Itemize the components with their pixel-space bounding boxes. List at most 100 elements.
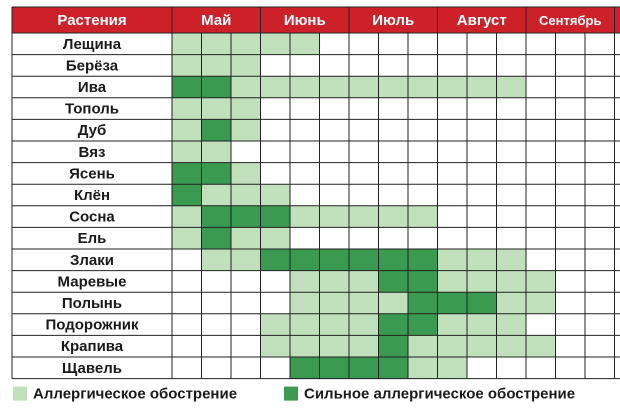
heatmap-cell [585, 54, 615, 77]
heatmap-cell [260, 249, 290, 271]
heatmap-cell [172, 313, 202, 336]
heatmap-cell [496, 270, 526, 293]
heatmap-cell [378, 313, 408, 336]
heatmap-cell [437, 270, 467, 293]
heatmap-cell [526, 97, 556, 120]
heatmap-cell [555, 227, 585, 249]
heatmap-cell [614, 119, 620, 141]
heatmap-cell [585, 313, 615, 336]
heatmap-cell [378, 292, 408, 314]
heatmap-cell [378, 357, 408, 379]
heatmap-cell [496, 205, 526, 228]
heatmap-cell [349, 249, 379, 271]
heatmap-cell [172, 357, 202, 379]
heatmap-cell [496, 97, 526, 120]
heatmap-cell [555, 335, 585, 357]
heatmap-cell [614, 270, 620, 293]
heatmap-cell [201, 141, 231, 163]
heatmap-cell [319, 313, 349, 336]
heatmap-cell [290, 54, 320, 77]
heatmap-cell [496, 184, 526, 206]
heatmap-cell [585, 76, 615, 98]
heatmap-cell [260, 270, 290, 293]
heatmap-cell [201, 249, 231, 271]
heatmap-cell [290, 76, 320, 98]
heatmap-cell [408, 249, 438, 271]
heatmap-cell [526, 33, 556, 55]
heatmap-cell [585, 357, 615, 379]
heatmap-cell [437, 227, 467, 249]
heatmap-cell [378, 141, 408, 163]
heatmap-cell [526, 292, 556, 314]
heatmap-cell [408, 162, 438, 185]
heatmap-cell [614, 227, 620, 249]
heatmap-cell [467, 292, 497, 314]
heatmap-cell [290, 249, 320, 271]
heatmap-cell [319, 76, 349, 98]
heatmap-cell [555, 357, 585, 379]
heatmap-cell [408, 184, 438, 206]
heatmap-cell [319, 162, 349, 185]
heatmap-cell [231, 249, 261, 271]
heatmap-cell [172, 270, 202, 293]
heatmap-cell [319, 97, 349, 120]
heatmap-cell [585, 184, 615, 206]
legend-swatch-allergic [13, 386, 27, 401]
heatmap-cell [437, 141, 467, 163]
plant-label: Злаки [70, 252, 114, 269]
plant-label: Ива [78, 79, 107, 96]
heatmap-cell [526, 76, 556, 98]
heatmap-cell [290, 33, 320, 55]
heatmap-cell [496, 357, 526, 379]
heatmap-cell [231, 313, 261, 336]
heatmap-cell [201, 54, 231, 77]
plant-label: Ель [78, 230, 107, 247]
heatmap-cell [467, 76, 497, 98]
heatmap-cell [349, 335, 379, 357]
heatmap-cell [260, 184, 290, 206]
heatmap-cell [290, 97, 320, 120]
heatmap-cell [349, 205, 379, 228]
heatmap-cell [555, 76, 585, 98]
heatmap-cell [290, 184, 320, 206]
heatmap-cell [378, 227, 408, 249]
heatmap-cell [172, 97, 202, 120]
heatmap-cell [349, 54, 379, 77]
heatmap-cell [526, 249, 556, 271]
plant-label: Маревые [58, 273, 127, 290]
heatmap-cell [349, 97, 379, 120]
heatmap-cell [614, 76, 620, 98]
plant-label: Вяз [78, 144, 105, 161]
heatmap-cell [231, 205, 261, 228]
legend-label-strong: Сильное аллергическое обострение [304, 386, 575, 403]
heatmap-cell [437, 119, 467, 141]
heatmap-cell [231, 335, 261, 357]
month-header: Май [201, 12, 231, 29]
heatmap-cell [231, 292, 261, 314]
heatmap-cell [408, 33, 438, 55]
plant-label: Лещина [63, 36, 122, 53]
heatmap-cell [260, 76, 290, 98]
heatmap-cell [555, 184, 585, 206]
heatmap-cell [319, 335, 349, 357]
heatmap-cell [172, 335, 202, 357]
heatmap-cell [201, 76, 231, 98]
heatmap-cell [408, 357, 438, 379]
heatmap-cell [378, 184, 408, 206]
heatmap-cell [319, 141, 349, 163]
heatmap-cell [467, 33, 497, 55]
heatmap-cell [555, 119, 585, 141]
heatmap-cell [408, 76, 438, 98]
heatmap-cell [555, 141, 585, 163]
heatmap-cell [349, 313, 379, 336]
heatmap-cell [585, 249, 615, 271]
heatmap-cell [260, 97, 290, 120]
heatmap-cell [172, 54, 202, 77]
heatmap-cell [614, 313, 620, 336]
heatmap-cell [408, 270, 438, 293]
heatmap-cell [526, 357, 556, 379]
heatmap-cell [378, 162, 408, 185]
heatmap-cell [496, 33, 526, 55]
heatmap-cell [496, 76, 526, 98]
heatmap-cell [467, 162, 497, 185]
